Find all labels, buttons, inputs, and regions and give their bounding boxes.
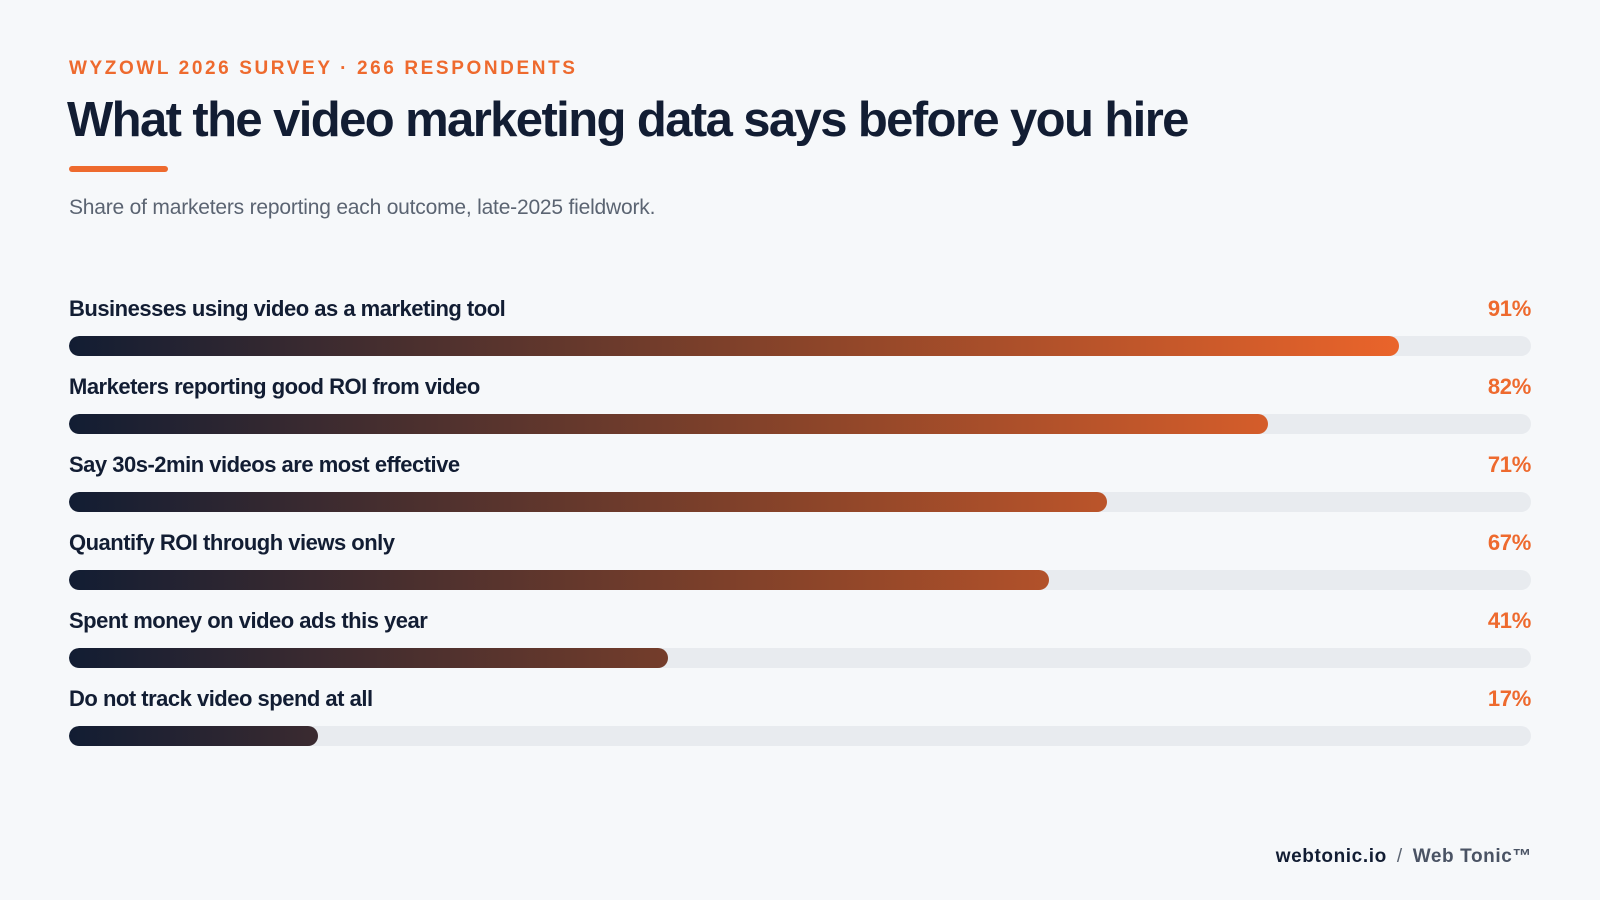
bar-track bbox=[69, 570, 1531, 590]
page-title: What the video marketing data says befor… bbox=[67, 93, 1189, 147]
title-accent-rule bbox=[69, 166, 168, 172]
bar-track bbox=[69, 336, 1531, 356]
bar-row: Do not track video spend at all 17% bbox=[69, 686, 1531, 764]
footer-separator: / bbox=[1396, 846, 1403, 867]
bar-track bbox=[69, 414, 1531, 434]
page-subtitle: Share of marketers reporting each outcom… bbox=[69, 196, 656, 219]
bar-value-label: 67% bbox=[1487, 530, 1531, 555]
bar-label: Spent money on video ads this year bbox=[69, 608, 428, 633]
bar-fill bbox=[69, 648, 669, 668]
bar-label: Marketers reporting good ROI from video bbox=[69, 374, 480, 399]
footer-credit: webtonic.io / Web Tonic™ bbox=[1276, 846, 1532, 868]
bar-fill bbox=[69, 336, 1400, 356]
footer-site: webtonic.io bbox=[1275, 846, 1387, 867]
bar-value-label: 91% bbox=[1487, 296, 1531, 321]
footer-brand: Web Tonic™ bbox=[1412, 846, 1532, 867]
bar-label: Businesses using video as a marketing to… bbox=[69, 296, 506, 321]
bar-row: Say 30s-2min videos are most effective 71… bbox=[69, 452, 1531, 530]
bar-fill bbox=[69, 726, 318, 746]
bar-value-label: 17% bbox=[1487, 686, 1531, 711]
bar-label: Quantify ROI through views only bbox=[69, 530, 395, 555]
bar-chart: Businesses using video as a marketing to… bbox=[69, 296, 1531, 764]
bar-row: Businesses using video as a marketing to… bbox=[69, 296, 1531, 374]
bar-fill bbox=[69, 570, 1049, 590]
bar-value-label: 41% bbox=[1487, 608, 1531, 633]
bar-value-label: 82% bbox=[1487, 374, 1531, 399]
bar-track bbox=[69, 726, 1531, 746]
bar-fill bbox=[69, 492, 1108, 512]
bar-track bbox=[69, 648, 1531, 668]
bar-row: Marketers reporting good ROI from video 8… bbox=[69, 374, 1531, 452]
survey-eyebrow: WYZOWL 2026 SURVEY · 266 RESPONDENTS bbox=[69, 58, 578, 79]
bar-track bbox=[69, 492, 1531, 512]
bar-fill bbox=[69, 414, 1268, 434]
bar-label: Say 30s-2min videos are most effective bbox=[69, 452, 460, 477]
bar-label: Do not track video spend at all bbox=[69, 686, 373, 711]
bar-value-label: 71% bbox=[1487, 452, 1531, 477]
bar-row: Spent money on video ads this year 41% bbox=[69, 608, 1531, 686]
bar-row: Quantify ROI through views only 67% bbox=[69, 530, 1531, 608]
